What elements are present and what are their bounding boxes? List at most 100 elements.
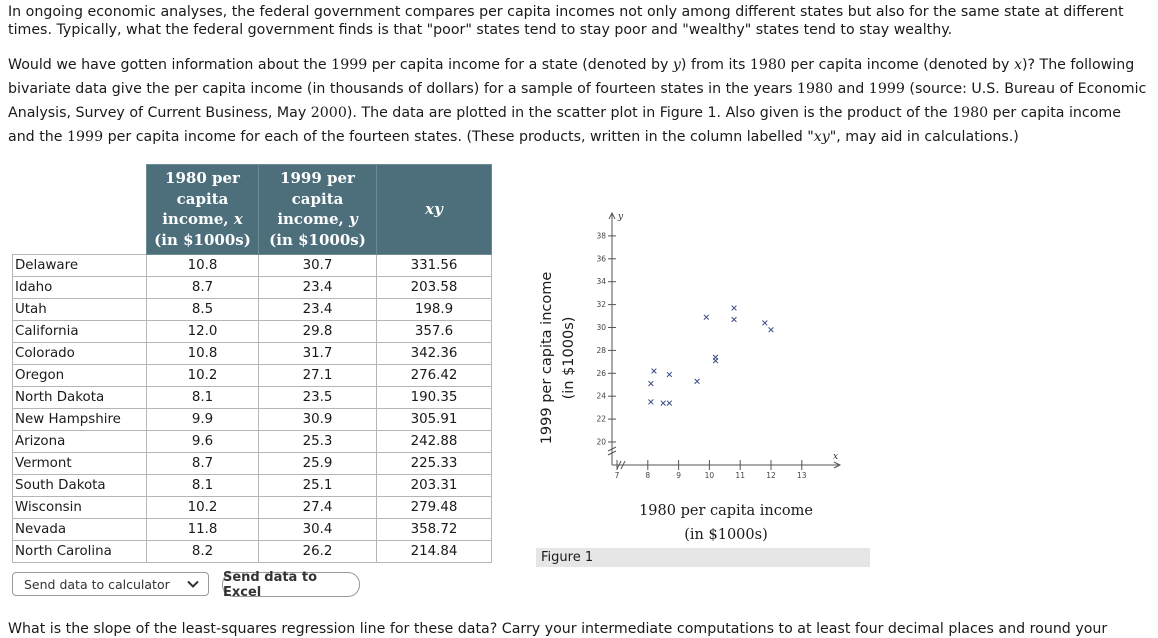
x-axis-title-line1: 1980 per capita income [639,503,813,519]
xy-cell: 331.56 [376,254,492,277]
xy-cell: 276.42 [376,364,492,387]
x-cell: 10.8 [146,254,259,277]
x-tick-label: 7 [615,471,620,480]
scatter-point [648,399,654,405]
state-cell: Idaho [12,276,147,299]
x-axis-symbol: x [833,452,838,462]
scatter-point [694,378,700,385]
x-cell: 9.9 [146,408,259,431]
question-text: What is the slope of the least-squares r… [8,621,1108,637]
y-tick-label: 24 [596,392,606,401]
scatter-point [762,320,768,326]
table-header-blank [12,164,147,255]
y-cell: 26.2 [258,540,377,563]
send-to-excel-button[interactable]: Send data to Excel [222,570,360,600]
xy-cell: 279.48 [376,496,492,519]
x-tick-label: 13 [797,471,807,480]
state-cell: Colorado [12,342,147,365]
state-cell: Wisconsin [12,496,147,519]
y-cell: 23.4 [258,298,377,321]
table-row: Arizona 9.6 25.3 242.88 [12,430,492,453]
xy-cell: 342.36 [376,342,492,365]
table-row: Colorado 10.8 31.7 342.36 [12,342,492,365]
x-axis-title-line2: (in $1000s) [684,527,768,543]
y-axis-symbol: y [617,212,624,222]
y-cell: 30.4 [258,518,377,541]
table-row: Vermont 8.7 25.9 225.33 [12,452,492,475]
x-tick-label: 12 [766,471,776,480]
xy-cell: 203.58 [376,276,492,299]
x-cell: 9.6 [146,430,259,453]
state-cell: Oregon [12,364,147,387]
xy-cell: 225.33 [376,452,492,475]
y-tick-label: 34 [596,277,606,286]
y-cell: 23.4 [258,276,377,299]
y-cell: 30.9 [258,408,377,431]
x-cell: 11.8 [146,518,259,541]
x-cell: 8.7 [146,276,259,299]
y-tick-label: 38 [596,231,606,240]
chevron-down-icon [187,580,199,588]
x-cell: 8.1 [146,386,259,409]
x-cell: 10.2 [146,364,259,387]
state-cell: Delaware [12,254,147,277]
table-row: California 12.0 29.8 357.6 [12,320,492,343]
table-row: North Carolina 8.2 26.2 214.84 [12,540,492,563]
x-cell: 8.2 [146,540,259,563]
state-cell: North Carolina [12,540,147,563]
scatter-point [648,380,654,387]
y-cell: 27.1 [258,364,377,387]
scatter-point [660,400,666,406]
state-cell: North Dakota [12,386,147,409]
scatter-point [666,400,673,406]
state-cell: California [12,320,147,343]
y-cell: 25.9 [258,452,377,475]
figure-caption: Figure 1 [536,548,870,567]
x-tick-label: 11 [735,471,745,480]
x-cell: 10.2 [146,496,259,519]
y-cell: 23.5 [258,386,377,409]
xy-cell: 357.6 [376,320,492,343]
scatter-point [651,368,657,374]
y-cell: 27.4 [258,496,377,519]
xy-cell: 214.84 [376,540,492,563]
x-tick-label: 10 [705,471,715,480]
table-row: Nevada 11.8 30.4 358.72 [12,518,492,541]
table-row: Oregon 10.2 27.1 276.42 [12,364,492,387]
y-axis-break [607,446,617,456]
scatter-plot: y x 20 22 24 26 28 30 32 34 36 38 7 8 9 10 11 12 13 [596,211,842,480]
scatter-point [666,371,673,378]
x-tick-label: 9 [676,471,681,480]
x-cell: 8.7 [146,452,259,475]
y-cell: 25.3 [258,430,377,453]
data-table: 1980 per capita income, x (in $1000s) 19… [12,164,492,563]
y-tick-label: 28 [596,346,606,355]
y-tick-label: 36 [596,254,606,263]
scatter-point [731,305,737,311]
y-cell: 31.7 [258,342,377,365]
intro-paragraph-1: In ongoing economic analyses, the federa… [8,4,1124,38]
state-cell: Utah [12,298,147,321]
xy-cell: 242.88 [376,430,492,453]
table-header-xy: xy [376,164,492,255]
table-row: New Hampshire 9.9 30.9 305.91 [12,408,492,431]
scatter-point [703,314,710,320]
x-axis-arrow [833,461,842,469]
table-header-x: 1980 per capita income, x (in $1000s) [146,164,259,255]
y-tick-label: 32 [596,300,606,309]
state-cell: Arizona [12,430,147,453]
xy-cell: 305.91 [376,408,492,431]
scatter-point [712,354,719,361]
y-tick-label: 26 [596,369,606,378]
intro-paragraph-2: Would we have gotten information about t… [8,57,1147,145]
x-cell: 8.1 [146,474,259,497]
send-to-calculator-dropdown[interactable]: Send data to calculator [12,572,209,596]
x-cell: 12.0 [146,320,259,343]
y-tick-label: 20 [596,438,606,447]
xy-cell: 358.72 [376,518,492,541]
y-axis-title-line1: 1999 per capita income [539,271,555,445]
x-axis-title: 1980 per capita income (in $1000s) [630,499,822,547]
xy-cell: 190.35 [376,386,492,409]
xy-cell: 198.9 [376,298,492,321]
y-tick-label: 30 [596,323,606,332]
